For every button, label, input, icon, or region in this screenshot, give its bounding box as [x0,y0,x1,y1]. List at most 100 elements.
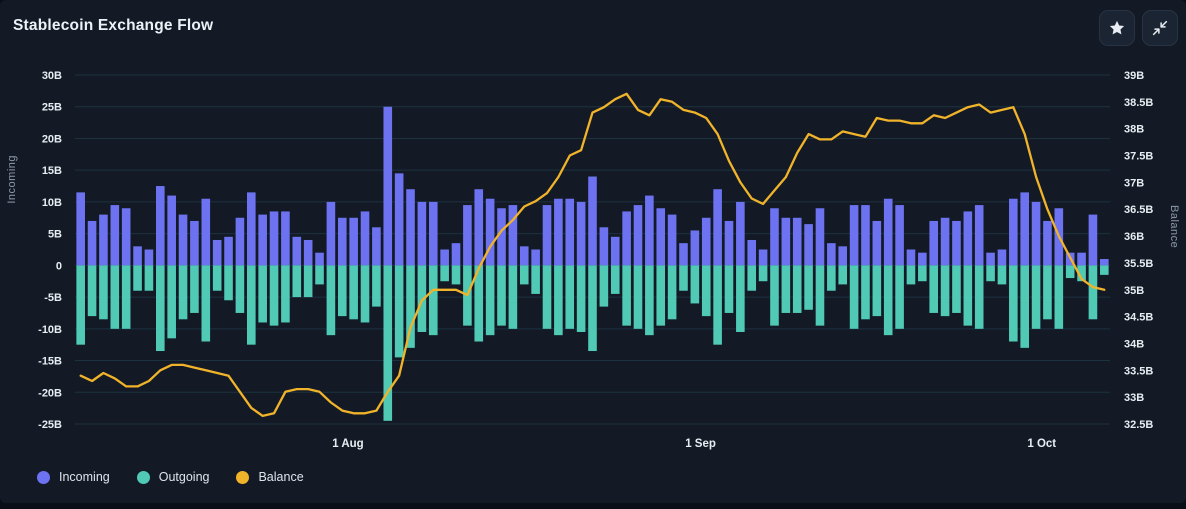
incoming-bar[interactable] [679,243,688,266]
outgoing-bar[interactable] [258,265,267,323]
incoming-bar[interactable] [212,239,222,266]
incoming-bar[interactable] [531,249,540,266]
incoming-bar[interactable] [656,208,666,266]
incoming-bar[interactable] [701,217,711,266]
outgoing-bar[interactable] [315,265,324,285]
incoming-bar[interactable] [849,205,859,266]
outgoing-bar[interactable] [997,265,1007,285]
outgoing-bar[interactable] [1065,265,1075,279]
incoming-bar[interactable] [269,211,279,266]
incoming-bar[interactable] [827,243,836,266]
outgoing-bar[interactable] [178,265,188,320]
outgoing-bar[interactable] [701,265,711,317]
outgoing-bar[interactable] [599,265,609,307]
incoming-bar[interactable] [440,249,449,266]
outgoing-bar[interactable] [576,265,586,332]
incoming-bar[interactable] [997,249,1007,266]
outgoing-bar[interactable] [895,265,904,329]
incoming-bar[interactable] [815,208,825,266]
incoming-bar[interactable] [918,252,927,266]
incoming-bar[interactable] [929,220,939,266]
incoming-bar[interactable] [519,246,529,266]
outgoing-bar[interactable] [679,265,688,291]
incoming-bar[interactable] [258,214,267,266]
incoming-bar[interactable] [599,227,609,266]
outgoing-bar[interactable] [827,265,836,291]
outgoing-bar[interactable] [212,265,222,291]
outgoing-bar[interactable] [1054,265,1064,329]
incoming-bar[interactable] [747,239,757,266]
outgoing-bar[interactable] [849,265,859,329]
outgoing-bar[interactable] [235,265,245,313]
incoming-bar[interactable] [337,217,347,266]
outgoing-bar[interactable] [394,265,404,358]
outgoing-bar[interactable] [690,265,700,304]
incoming-bar[interactable] [463,205,472,266]
incoming-bar[interactable] [156,186,165,266]
incoming-bar[interactable] [451,243,461,266]
incoming-bar[interactable] [861,205,870,266]
outgoing-bar[interactable] [224,265,233,301]
incoming-bar[interactable] [235,217,245,266]
incoming-bar[interactable] [588,176,597,266]
incoming-bar[interactable] [372,227,381,266]
outgoing-bar[interactable] [508,265,518,329]
incoming-bar[interactable] [167,195,176,266]
outgoing-bar[interactable] [440,265,449,282]
incoming-bar[interactable] [281,211,290,266]
outgoing-bar[interactable] [861,265,870,320]
outgoing-bar[interactable] [190,265,199,313]
outgoing-bar[interactable] [349,265,358,320]
incoming-bar[interactable] [406,189,415,266]
incoming-bar[interactable] [610,236,620,266]
outgoing-bar[interactable] [451,265,461,285]
outgoing-bar[interactable] [667,265,677,320]
incoming-bar[interactable] [87,220,97,266]
outgoing-bar[interactable] [360,265,370,323]
outgoing-bar[interactable] [781,265,791,313]
incoming-bar[interactable] [872,220,882,266]
outgoing-bar[interactable] [554,265,563,336]
incoming-bar[interactable] [201,198,211,266]
favorite-button[interactable] [1099,10,1135,46]
incoming-bar[interactable] [838,246,848,266]
outgoing-bar[interactable] [110,265,120,329]
outgoing-bar[interactable] [156,265,165,352]
outgoing-bar[interactable] [133,265,142,291]
incoming-bar[interactable] [1020,192,1029,266]
outgoing-bar[interactable] [804,265,813,310]
incoming-bar[interactable] [303,239,313,266]
incoming-bar[interactable] [99,214,108,266]
incoming-bar[interactable] [792,217,802,266]
outgoing-bar[interactable] [383,265,393,421]
collapse-button[interactable] [1142,10,1178,46]
outgoing-bar[interactable] [542,265,552,329]
incoming-bar[interactable] [246,192,256,266]
incoming-bar[interactable] [645,195,654,266]
outgoing-bar[interactable] [952,265,961,313]
incoming-bar[interactable] [622,211,631,266]
outgoing-bar[interactable] [1077,265,1086,282]
outgoing-bar[interactable] [87,265,97,317]
outgoing-bar[interactable] [326,265,336,336]
incoming-bar[interactable] [326,201,336,266]
incoming-bar[interactable] [758,249,768,266]
outgoing-bar[interactable] [99,265,108,320]
incoming-bar[interactable] [497,208,506,266]
legend-item-incoming[interactable]: Incoming [37,470,110,484]
outgoing-bar[interactable] [269,265,279,326]
incoming-bar[interactable] [190,220,199,266]
outgoing-bar[interactable] [1020,265,1029,348]
incoming-bar[interactable] [724,220,734,266]
outgoing-bar[interactable] [588,265,597,352]
outgoing-bar[interactable] [337,265,347,317]
outgoing-bar[interactable] [1031,265,1041,329]
incoming-bar[interactable] [1077,252,1086,266]
outgoing-bar[interactable] [1043,265,1052,320]
outgoing-bar[interactable] [167,265,176,339]
outgoing-bar[interactable] [940,265,950,317]
incoming-bar[interactable] [542,205,552,266]
outgoing-bar[interactable] [736,265,745,332]
outgoing-bar[interactable] [838,265,848,285]
outgoing-bar[interactable] [656,265,666,326]
